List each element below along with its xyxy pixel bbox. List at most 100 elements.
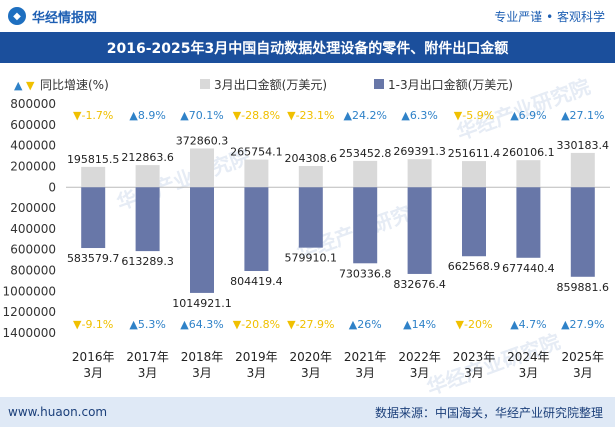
x-tick-label: 2025年 3月 bbox=[562, 350, 605, 380]
march-growth-text: -1.7% bbox=[81, 109, 113, 122]
cumulative-value-label: 662568.9 bbox=[448, 260, 501, 273]
growth-up-icon: ▲ bbox=[403, 318, 412, 331]
cumulative-growth-label: ▲4.7% bbox=[510, 318, 546, 331]
cumulative-growth-text: 5.3% bbox=[138, 318, 166, 331]
march-growth-text: 6.9% bbox=[519, 109, 547, 122]
cumulative-value-label: 859881.6 bbox=[557, 281, 610, 294]
y-tick-label: 1200000 bbox=[3, 305, 56, 319]
march-growth-text: 24.2% bbox=[352, 109, 387, 122]
march-growth-label: ▲6.9% bbox=[510, 109, 546, 122]
x-tick-label: 2023年 3月 bbox=[453, 350, 496, 380]
cumulative-value-label: 677440.4 bbox=[502, 262, 555, 275]
y-tick-label: 1400000 bbox=[3, 326, 56, 340]
march-bar bbox=[462, 161, 486, 188]
top-bar: ◆ 华经情报网 专业严谨 • 客观科学 bbox=[0, 0, 615, 32]
cumulative-growth-text: 14% bbox=[412, 318, 436, 331]
march-growth-label: ▲8.9% bbox=[129, 109, 165, 122]
march-growth-label: ▼-5.9% bbox=[454, 109, 494, 122]
cumulative-growth-text: -20.8% bbox=[241, 318, 280, 331]
cumulative-value-label: 613289.3 bbox=[121, 255, 174, 268]
cumulative-growth-label: ▲64.3% bbox=[180, 318, 223, 331]
cumulative-growth-text: 26% bbox=[357, 318, 381, 331]
y-tick-label: 1000000 bbox=[3, 284, 56, 298]
growth-up-icon: ▲ bbox=[343, 109, 352, 122]
cumulative-bar bbox=[407, 187, 432, 274]
cumulative-growth-label: ▼-20% bbox=[456, 318, 493, 331]
cumulative-value-label: 1014921.1 bbox=[172, 297, 232, 310]
growth-labels-layer: ▼-1.7%▼-9.1%▲8.9%▲5.3%▲70.1%▲64.3%▼-28.8… bbox=[73, 109, 605, 331]
march-value-label: 251611.4 bbox=[448, 147, 501, 160]
growth-down-icon: ▼ bbox=[287, 109, 296, 122]
cumulative-growth-text: 4.7% bbox=[519, 318, 547, 331]
march-growth-label: ▲27.1% bbox=[561, 109, 604, 122]
brand-logo-icon: ◆ bbox=[8, 7, 26, 25]
legend-cumulative-swatch bbox=[374, 79, 384, 89]
bars-layer bbox=[81, 148, 595, 293]
x-tick-label: 2018年 3月 bbox=[181, 350, 224, 380]
footer: www.huaon.com 数据来源：中国海关，华经产业研究院整理 bbox=[0, 397, 615, 427]
x-tick-label: 2024年 3月 bbox=[507, 350, 550, 380]
y-tick-label: 600000 bbox=[10, 118, 56, 132]
march-bar bbox=[516, 160, 541, 188]
y-tick-label: 400000 bbox=[10, 222, 56, 236]
x-tick-label: 2019年 3月 bbox=[235, 350, 278, 380]
march-value-label: 269391.3 bbox=[393, 145, 446, 158]
legend-march-swatch bbox=[200, 79, 210, 89]
brand-name: 华经情报网 bbox=[32, 10, 98, 26]
cumulative-bar bbox=[298, 187, 323, 248]
march-growth-text: -28.8% bbox=[241, 109, 280, 122]
tagline: 专业严谨 • 客观科学 bbox=[494, 9, 605, 24]
cumulative-growth-label: ▲14% bbox=[403, 318, 436, 331]
march-value-label: 265754.1 bbox=[230, 146, 283, 159]
march-growth-text: 8.9% bbox=[138, 109, 166, 122]
legend-cumulative-label: 1-3月出口金额(万美元) bbox=[388, 77, 513, 92]
growth-up-icon: ▲ bbox=[180, 318, 189, 331]
march-growth-label: ▼-23.1% bbox=[287, 109, 334, 122]
cumulative-value-label: 804419.4 bbox=[230, 275, 283, 288]
growth-up-icon: ▲ bbox=[561, 318, 570, 331]
cumulative-bar bbox=[81, 187, 106, 249]
march-bar bbox=[244, 159, 269, 188]
x-tick-label: 2017年 3月 bbox=[126, 350, 169, 380]
growth-up-icon: ▲ bbox=[561, 109, 570, 122]
watermark-text: 华经产业研究院 bbox=[424, 329, 564, 399]
growth-down-icon: ▼ bbox=[454, 109, 463, 122]
march-value-label: 253452.8 bbox=[339, 147, 392, 160]
march-bar bbox=[135, 165, 160, 188]
cumulative-bar bbox=[135, 187, 160, 252]
cumulative-growth-label: ▲26% bbox=[349, 318, 382, 331]
growth-down-icon: ▼ bbox=[73, 109, 82, 122]
y-tick-label: 800000 bbox=[10, 97, 56, 111]
growth-up-icon: ▲ bbox=[129, 109, 138, 122]
growth-down-icon: ▼ bbox=[233, 318, 242, 331]
march-value-label: 330183.4 bbox=[557, 139, 610, 152]
growth-up-icon: ▲ bbox=[129, 318, 138, 331]
cumulative-bar bbox=[462, 187, 486, 257]
growth-up-icon: ▲ bbox=[510, 109, 519, 122]
march-bar bbox=[190, 148, 214, 188]
x-tick-label: 2020年 3月 bbox=[290, 350, 333, 380]
footer-site: www.huaon.com bbox=[8, 405, 108, 419]
march-growth-text: 27.1% bbox=[570, 109, 605, 122]
march-value-label: 260106.1 bbox=[502, 146, 555, 159]
cumulative-value-label: 832676.4 bbox=[393, 278, 446, 291]
legend: ▲ ▼ 同比增速(%) 3月出口金额(万美元) 1-3月出口金额(万美元) bbox=[14, 77, 513, 92]
x-tick-label: 2021年 3月 bbox=[344, 350, 387, 380]
march-growth-label: ▲6.3% bbox=[401, 109, 437, 122]
cumulative-growth-text: -20% bbox=[464, 318, 492, 331]
cumulative-growth-label: ▲27.9% bbox=[561, 318, 604, 331]
march-growth-text: -5.9% bbox=[462, 109, 494, 122]
march-growth-label: ▼-1.7% bbox=[73, 109, 113, 122]
march-value-label: 204308.6 bbox=[285, 152, 338, 165]
growth-down-icon: ▼ bbox=[233, 109, 242, 122]
march-growth-label: ▲70.1% bbox=[180, 109, 223, 122]
march-bar bbox=[570, 152, 595, 188]
march-growth-label: ▼-28.8% bbox=[233, 109, 280, 122]
legend-growth-down-icon: ▼ bbox=[26, 79, 35, 92]
y-tick-label: 0 bbox=[48, 180, 56, 194]
cumulative-value-label: 583579.7 bbox=[67, 252, 120, 265]
march-growth-label: ▲24.2% bbox=[343, 109, 386, 122]
cumulative-growth-label: ▼-20.8% bbox=[233, 318, 280, 331]
growth-up-icon: ▲ bbox=[180, 109, 189, 122]
y-tick-label: 800000 bbox=[10, 264, 56, 278]
